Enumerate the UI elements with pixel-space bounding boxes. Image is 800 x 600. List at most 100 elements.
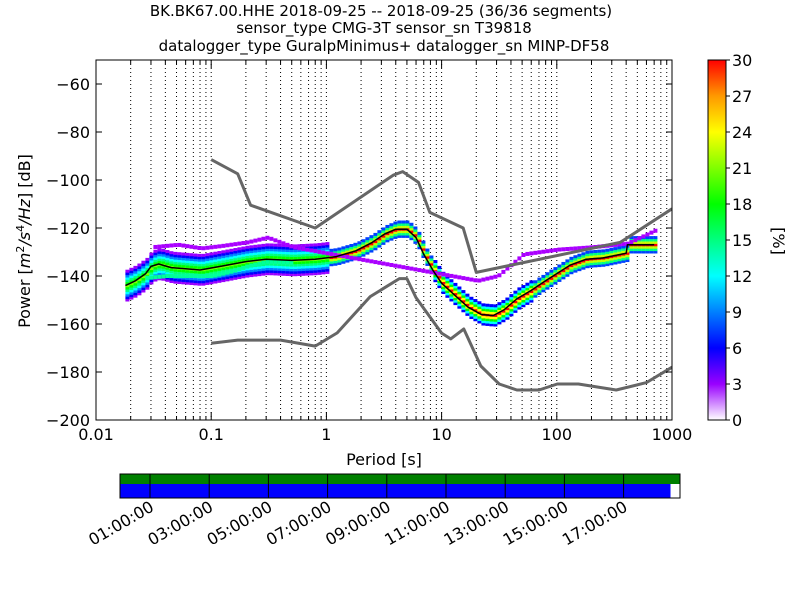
heatmap-cell	[477, 303, 482, 307]
heatmap-cell	[541, 279, 546, 283]
heatmap-cell	[281, 244, 286, 248]
heatmap-cell	[465, 312, 470, 316]
heatmap-cell	[245, 245, 250, 249]
heatmap-cell	[137, 285, 142, 289]
heatmap-cell	[205, 281, 210, 285]
heatmap-cell	[185, 272, 190, 276]
heatmap-cell	[217, 267, 222, 271]
heatmap-cell	[557, 278, 562, 282]
heatmap-cell	[157, 260, 162, 264]
heatmap-cell	[313, 255, 318, 259]
heatmap-cell	[389, 223, 394, 227]
heatmap-cell	[589, 259, 594, 263]
heatmap-cell	[253, 254, 258, 258]
heatmap-cell	[277, 263, 282, 267]
heatmap-cell	[625, 251, 630, 255]
heatmap-cell	[321, 244, 326, 248]
heatmap-cell	[525, 285, 530, 289]
heatmap-cell	[417, 234, 422, 238]
heatmap-cell	[501, 314, 506, 318]
heatmap-cell	[361, 239, 366, 243]
heatmap-cell	[181, 278, 186, 282]
heatmap-cell	[273, 259, 278, 264]
heatmap-cell	[649, 248, 654, 252]
heatmap-cell	[149, 267, 154, 271]
heatmap-cell	[193, 255, 198, 259]
heatmap-cell	[625, 259, 630, 263]
heatmap-cell	[277, 270, 282, 274]
heatmap-cell	[173, 256, 178, 260]
heatmap-cell	[429, 255, 434, 259]
heatmap-cell	[437, 265, 442, 269]
heatmap-cell	[581, 245, 586, 250]
heatmap-cell	[325, 246, 330, 250]
heatmap-cell	[313, 267, 318, 271]
heatmap-cell	[469, 277, 474, 282]
heatmap-cell	[277, 246, 282, 250]
heatmap-cell	[501, 269, 506, 274]
heatmap-cell	[473, 308, 478, 312]
heatmap-cell	[353, 242, 358, 246]
heatmap-cell	[525, 287, 530, 291]
heatmap-cell	[445, 289, 450, 293]
heatmap-cell	[465, 308, 470, 312]
heatmap-cell	[649, 240, 654, 244]
heatmap-cell	[525, 282, 530, 286]
heatmap-cell	[457, 293, 462, 297]
heatmap-cell	[545, 281, 550, 285]
heatmap-cell	[305, 263, 310, 267]
heatmap-cell	[317, 249, 322, 254]
heatmap-cell	[129, 291, 134, 295]
heatmap-cell	[641, 250, 646, 254]
heatmap-cell	[533, 294, 538, 298]
heatmap-cell	[225, 256, 230, 260]
heatmap-cell	[217, 277, 222, 281]
heatmap-cell	[209, 245, 214, 250]
heatmap-cell	[605, 263, 610, 267]
heatmap-cell	[465, 303, 470, 307]
heatmap-cell	[577, 246, 582, 251]
heatmap-cell	[509, 310, 514, 314]
heatmap-cell	[561, 271, 566, 275]
heatmap-cell	[609, 259, 614, 263]
heatmap-cell	[549, 269, 554, 273]
heatmap-cell	[301, 270, 306, 274]
heatmap-cell	[285, 268, 290, 272]
heatmap-cell	[157, 270, 162, 274]
heatmap-cell	[437, 280, 442, 284]
heatmap-cell	[417, 239, 422, 243]
heatmap-cell	[161, 265, 166, 269]
heatmap-cell	[525, 251, 530, 256]
heatmap-cell	[429, 262, 434, 266]
heatmap-cell	[313, 269, 318, 273]
heatmap-cell	[181, 276, 186, 280]
heatmap-cell	[297, 268, 302, 272]
heatmap-cell	[513, 307, 518, 311]
heatmap-cell	[629, 236, 634, 240]
heatmap-cell	[509, 294, 514, 298]
heatmap-cell	[385, 239, 390, 243]
heatmap-cell	[633, 250, 638, 254]
heatmap-cell	[453, 302, 458, 306]
heatmap-cell	[201, 263, 206, 267]
y-tick-label: −100	[46, 171, 90, 190]
heatmap-cell	[325, 242, 330, 246]
heatmap-cell	[377, 230, 382, 234]
heatmap-cell	[221, 257, 226, 261]
heatmap-cell	[205, 274, 210, 278]
heatmap-cell	[477, 306, 482, 310]
heatmap-cell	[445, 280, 450, 284]
heatmap-cell	[577, 268, 582, 272]
heatmap-cell	[241, 258, 246, 262]
heatmap-cell	[205, 253, 210, 257]
heatmap-cell	[561, 247, 566, 252]
heatmap-cell	[517, 299, 522, 303]
heatmap-cell	[449, 281, 454, 285]
heatmap-cell	[325, 254, 330, 258]
heatmap-cell	[425, 253, 430, 257]
heatmap-cell	[489, 311, 494, 315]
heatmap-cell	[641, 234, 646, 239]
heatmap-cell	[497, 302, 502, 306]
heatmap-cell	[505, 311, 510, 315]
heatmap-cell	[613, 259, 618, 263]
